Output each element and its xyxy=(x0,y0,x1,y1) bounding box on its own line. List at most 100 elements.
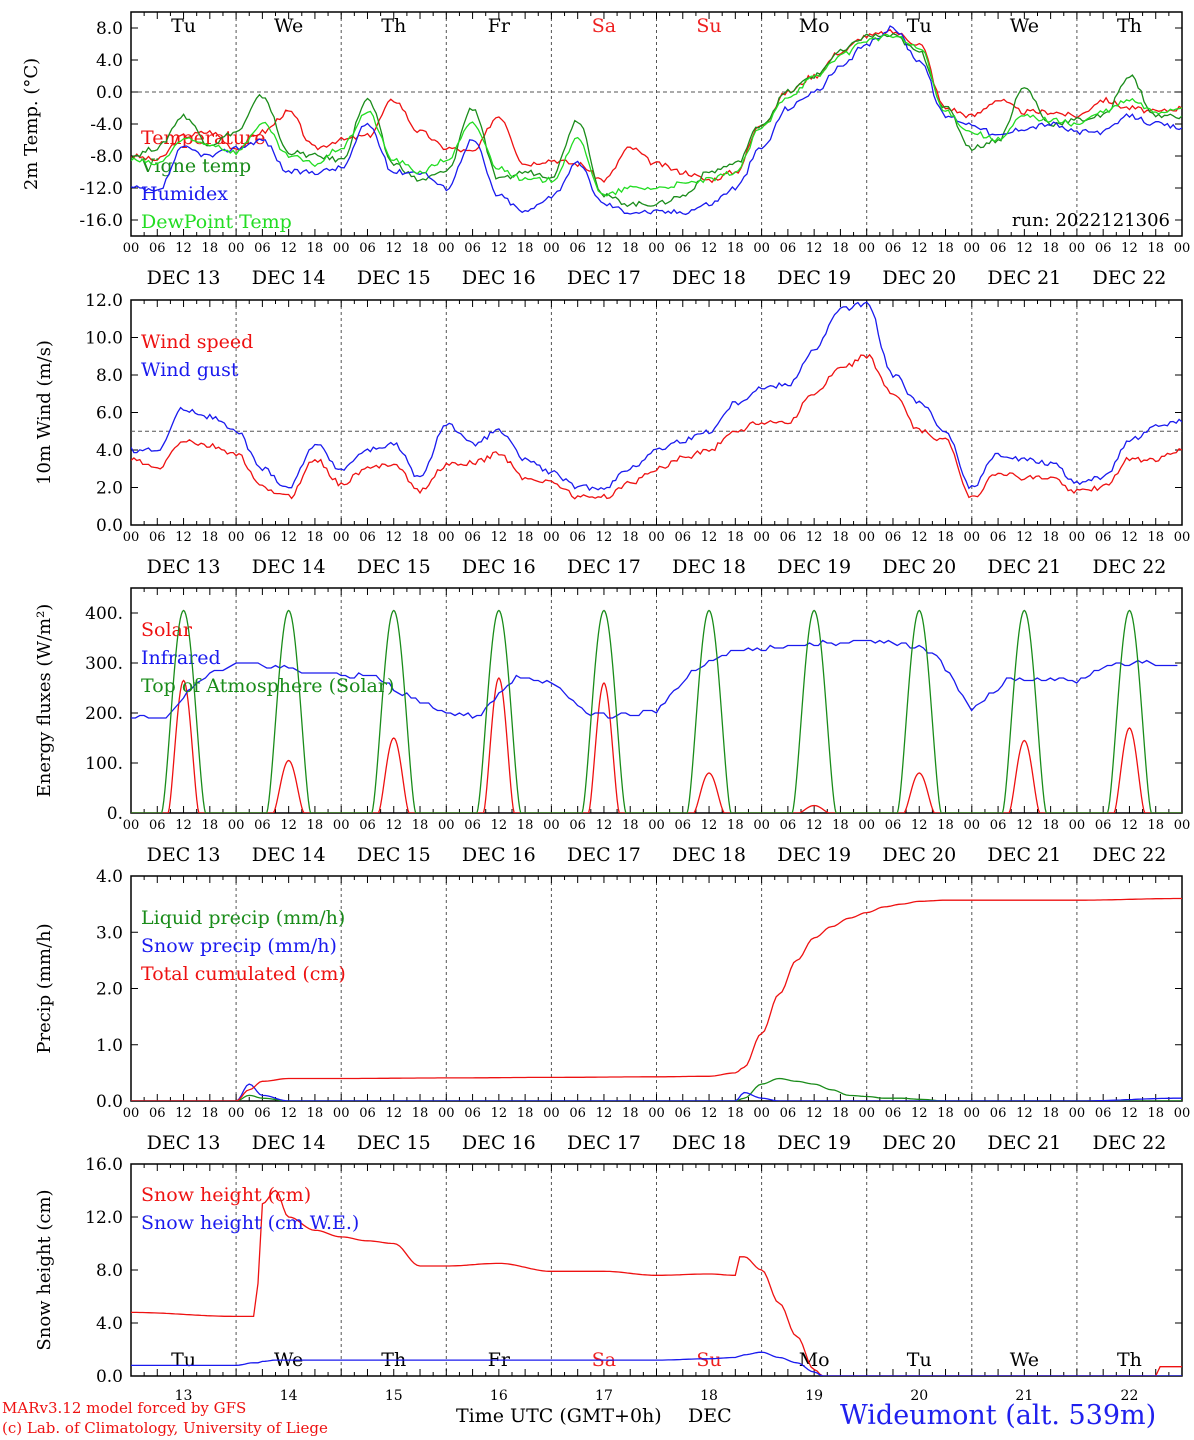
x-date-label: DEC 17 xyxy=(567,844,641,866)
x-hour-label: 06 xyxy=(359,530,376,545)
x-hour-label: 00 xyxy=(648,818,665,833)
x-hour-label: 00 xyxy=(228,1106,245,1121)
x-day-number: 15 xyxy=(385,1388,403,1404)
x-date-label: DEC 18 xyxy=(672,844,746,866)
y-axis-label: 10m Wind (m/s) xyxy=(34,340,55,485)
x-date-label: DEC 21 xyxy=(987,1132,1061,1154)
x-hour-label: 00 xyxy=(753,530,770,545)
x-hour-label: 06 xyxy=(464,1106,481,1121)
x-hour-label: 00 xyxy=(438,530,455,545)
y-axis-label: Energy fluxes (W/m²) xyxy=(34,604,55,798)
x-hour-label: 06 xyxy=(254,1106,271,1121)
x-hour-label: 12 xyxy=(491,1106,508,1121)
plot-frame xyxy=(130,587,1183,814)
x-date-label: DEC 15 xyxy=(357,556,431,578)
x-hour-label: 12 xyxy=(806,530,823,545)
x-hour-label: 18 xyxy=(1147,530,1164,545)
legend-entry: Vigne temp xyxy=(140,155,251,177)
x-hour-label: 18 xyxy=(412,818,429,833)
y-axis-label: Snow height (cm) xyxy=(34,1189,55,1350)
x-day-number: 22 xyxy=(1121,1388,1139,1404)
x-hour-label: 00 xyxy=(543,241,560,256)
weekday-label: Tu xyxy=(171,1349,196,1371)
legend-entry: Liquid precip (mm/h) xyxy=(141,907,345,929)
x-date-label: DEC 13 xyxy=(147,844,221,866)
x-hour-label: 06 xyxy=(149,1106,166,1121)
x-date-label: DEC 20 xyxy=(882,844,956,866)
y-tick-label: 4.0 xyxy=(96,51,123,71)
y-tick-label: 4.0 xyxy=(96,441,123,461)
x-hour-label: 18 xyxy=(622,818,639,833)
legend-entry: Top of Atmosphere (Solar) xyxy=(141,675,394,697)
x-hour-label: 06 xyxy=(885,818,902,833)
x-hour-label: 12 xyxy=(911,530,928,545)
x-date-label: DEC 14 xyxy=(252,1132,326,1154)
series-line-3 xyxy=(131,609,1182,813)
x-axis-month: DEC xyxy=(688,1405,732,1427)
x-hour-label: 18 xyxy=(517,818,534,833)
x-hour-label: 12 xyxy=(280,241,297,256)
x-hour-label: 00 xyxy=(543,530,560,545)
weekday-label: Su xyxy=(696,15,721,37)
x-hour-label: 00 xyxy=(1174,818,1191,833)
x-hour-label: 18 xyxy=(1042,241,1059,256)
x-hour-label: 00 xyxy=(543,818,560,833)
x-hour-label: 12 xyxy=(806,241,823,256)
y-tick-label: 0. xyxy=(107,804,123,824)
x-date-label: DEC 19 xyxy=(777,844,851,866)
x-hour-label: 00 xyxy=(964,1106,981,1121)
x-hour-label: 06 xyxy=(990,1106,1007,1121)
x-date-label: DEC 22 xyxy=(1093,1132,1167,1154)
x-hour-label: 00 xyxy=(333,530,350,545)
series-line-1 xyxy=(131,353,1182,500)
x-hour-label: 06 xyxy=(990,241,1007,256)
x-hour-label: 00 xyxy=(964,818,981,833)
y-tick-label: 1.0 xyxy=(96,1036,123,1056)
x-hour-label: 12 xyxy=(701,241,718,256)
series-line-1 xyxy=(131,1189,1182,1376)
x-hour-label: 00 xyxy=(438,241,455,256)
x-hour-label: 06 xyxy=(1095,818,1112,833)
x-hour-label: 12 xyxy=(1016,1106,1033,1121)
series-line-2 xyxy=(131,32,1182,208)
y-tick-label: 0.0 xyxy=(96,1367,123,1387)
weekday-label: Tu xyxy=(907,15,932,37)
x-hour-label: 06 xyxy=(254,241,271,256)
x-hour-label: 18 xyxy=(517,530,534,545)
x-hour-label: 00 xyxy=(228,530,245,545)
y-tick-label: 6.0 xyxy=(96,404,123,424)
x-hour-label: 06 xyxy=(254,530,271,545)
x-hour-label: 18 xyxy=(622,1106,639,1121)
weekday-label: We xyxy=(1010,15,1039,37)
x-hour-label: 12 xyxy=(701,530,718,545)
x-hour-label: 12 xyxy=(491,241,508,256)
plot-frame xyxy=(130,299,1183,526)
legend-entry: DewPoint Temp xyxy=(141,211,292,233)
x-hour-label: 06 xyxy=(780,241,797,256)
x-hour-label: 06 xyxy=(1095,530,1112,545)
x-hour-label: 06 xyxy=(675,818,692,833)
x-hour-label: 00 xyxy=(964,530,981,545)
x-hour-label: 18 xyxy=(727,818,744,833)
x-hour-label: 18 xyxy=(727,530,744,545)
x-hour-label: 00 xyxy=(333,241,350,256)
x-hour-label: 06 xyxy=(464,818,481,833)
y-tick-label: -16.0 xyxy=(79,211,123,231)
x-date-label: DEC 14 xyxy=(252,267,326,289)
x-hour-label: 06 xyxy=(569,1106,586,1121)
x-hour-label: 00 xyxy=(123,530,140,545)
y-tick-label: 12.0 xyxy=(85,291,123,311)
x-hour-label: 18 xyxy=(937,818,954,833)
y-tick-label: 8.0 xyxy=(96,19,123,39)
x-hour-label: 06 xyxy=(359,818,376,833)
legend-entry: Snow height (cm W.E.) xyxy=(141,1212,359,1234)
x-hour-label: 12 xyxy=(175,818,192,833)
x-date-label: DEC 15 xyxy=(357,1132,431,1154)
x-hour-label: 12 xyxy=(596,241,613,256)
y-tick-label: 2.0 xyxy=(96,980,123,1000)
x-hour-label: 18 xyxy=(1147,241,1164,256)
x-hour-label: 06 xyxy=(885,1106,902,1121)
panel-5: 0.0 4.0 8.0 12.0 16.0 Snow height (cm) 13 14 15 1… xyxy=(34,1155,1183,1404)
x-date-label: DEC 21 xyxy=(987,556,1061,578)
